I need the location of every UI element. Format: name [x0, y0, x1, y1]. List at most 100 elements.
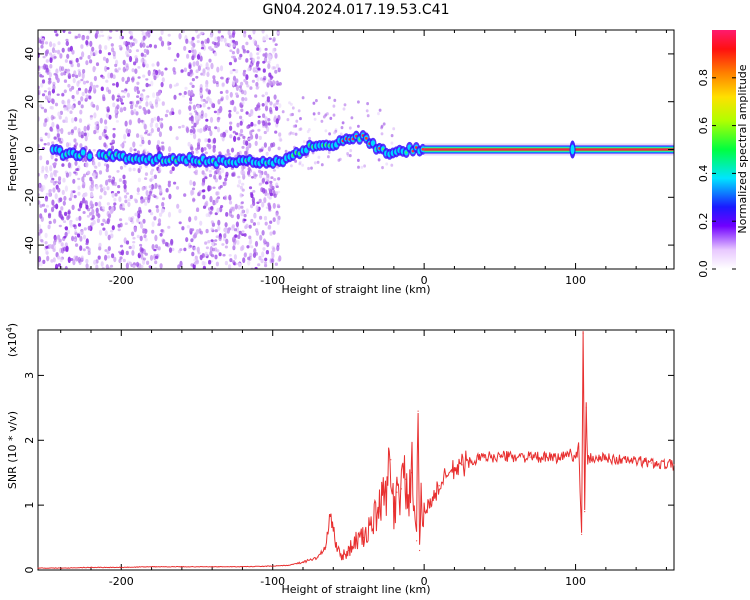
spectrogram-noise-cell: [247, 256, 251, 261]
spectrogram-noise-cell: [189, 92, 193, 97]
spectrogram-noise-cell: [69, 192, 74, 199]
spectrogram-noise-cell: [129, 42, 133, 48]
spectrogram-noise-cell: [236, 184, 240, 188]
snr-data-point: [60, 567, 62, 569]
spectrogram-noise-cell: [264, 257, 268, 262]
spectrogram-noise-cell: [214, 45, 218, 48]
spectrogram-noise-cell: [189, 129, 193, 133]
spectrogram-noise-cell: [107, 35, 111, 41]
spectrogram-noise-cell: [136, 192, 140, 195]
spectrogram-noise-cell: [83, 125, 87, 132]
spectrogram-noise-cell: [116, 190, 121, 194]
spectrogram-noise-cell: [195, 69, 199, 74]
spectrogram-noise-cell: [85, 242, 89, 246]
spectrogram-noise-cell: [377, 112, 380, 116]
spectrogram-noise-cell: [256, 201, 260, 205]
spectrogram-noise-cell: [184, 86, 188, 90]
snr-data-point: [120, 566, 122, 569]
spectrogram-ytick-label: 0: [23, 146, 36, 153]
spectrogram-noise-cell: [205, 62, 209, 69]
spectrogram-noise-cell: [107, 246, 111, 252]
spectrogram-noise-cell: [134, 104, 138, 108]
spectrogram-noise-cell: [91, 214, 95, 220]
spectrogram-noise-cell: [167, 33, 171, 37]
spectrogram-noise-cell: [187, 141, 191, 147]
spectrogram-noise-cell: [178, 209, 182, 214]
spectrogram-noise-cell: [113, 202, 117, 206]
spectrogram-noise-cell: [148, 190, 153, 195]
spectrogram-noise-cell: [232, 130, 236, 134]
spectrogram-noise-cell: [161, 238, 165, 243]
spectrogram-noise-cell: [53, 56, 57, 59]
spectrogram-noise-cell: [231, 206, 235, 212]
spectrogram-noise-cell: [60, 206, 64, 211]
spectrogram-noise-cell: [152, 194, 156, 198]
spectrogram-noise-cell: [297, 109, 301, 113]
snr-data-point: [420, 504, 422, 506]
spectrogram-noise-cell: [167, 211, 172, 218]
spectrogram-noise-cell: [210, 206, 214, 210]
spectrogram-noise-cell: [191, 36, 195, 41]
spectrogram-noise-cell: [129, 101, 133, 105]
spectrogram-noise-cell: [277, 67, 281, 73]
spectrogram-noise-cell: [247, 167, 251, 172]
spectrogram-noise-cell: [136, 90, 140, 95]
spectrogram-noise-cell: [126, 44, 130, 51]
spectrogram-noise-cell: [78, 71, 82, 77]
spectrogram-noise-cell: [312, 101, 316, 105]
spectrogram-noise-cell: [105, 57, 109, 64]
spectrogram-noise-cell: [235, 84, 239, 91]
spectrogram-noise-cell: [380, 124, 384, 128]
snr-data-point: [578, 446, 580, 448]
spectrogram-noise-cell: [275, 106, 279, 111]
spectrogram-noise-cell: [116, 95, 121, 98]
spectrogram-noise-cell: [79, 143, 83, 149]
spectrogram-noise-cell: [153, 186, 157, 189]
spectrogram-noise-cell: [220, 76, 225, 80]
spectrogram-noise-cell: [202, 265, 206, 269]
spectrogram-noise-cell: [234, 203, 238, 210]
spectrogram-noise-cell: [262, 68, 266, 73]
spectrogram-noise-cell: [133, 61, 137, 66]
spectrogram-noise-cell: [50, 98, 54, 104]
spectrogram-noise-cell: [122, 258, 126, 263]
spectrogram-noise-cell: [150, 105, 155, 109]
spectrogram-noise-cell: [68, 31, 72, 34]
spectrogram-noise-cell: [276, 245, 280, 252]
spectrogram-noise-cell: [245, 146, 249, 152]
spectrogram-noise-cell: [377, 158, 381, 162]
spectrogram-noise-cell: [237, 175, 241, 179]
spectrogram-noise-cell: [107, 234, 111, 241]
spectrogram-noise-cell: [201, 260, 205, 266]
spectrogram-noise-cell: [185, 237, 189, 243]
spectrogram-noise-cell: [188, 105, 192, 112]
spectrogram-noise-cell: [74, 232, 78, 236]
spectrogram-noise-cell: [159, 212, 163, 217]
spectrogram-noise-cell: [67, 209, 71, 215]
snr-data-point: [650, 462, 652, 464]
spectrogram-noise-cell: [181, 30, 185, 34]
spectrogram-noise-cell: [127, 198, 131, 202]
spectrogram-noise-cell: [113, 256, 117, 263]
spectrogram-noise-cell: [159, 36, 163, 42]
spectrogram-noise-cell: [264, 263, 268, 268]
spectrogram-ridge-peak: [381, 147, 385, 151]
spectrogram-noise-cell: [310, 166, 313, 170]
spectrogram-noise-cell: [272, 142, 276, 148]
spectrogram-noise-cell: [142, 198, 146, 203]
spectrogram-noise-cell: [39, 155, 43, 161]
spectrogram-noise-cell: [243, 90, 247, 96]
spectrogram-noise-cell: [57, 263, 62, 267]
spectrogram-noise-cell: [328, 132, 331, 136]
spectrogram-noise-cell: [165, 109, 169, 114]
spectrogram-noise-cell: [93, 75, 97, 82]
spectrogram-noise-cell: [289, 131, 293, 135]
spectrogram-noise-cell: [107, 52, 111, 56]
spectrogram-noise-cell: [278, 255, 282, 262]
spectrogram-noise-cell: [263, 75, 267, 81]
spectrogram-noise-cell: [243, 213, 247, 218]
spectrogram-noise-cell: [390, 141, 394, 145]
spectrogram-noise-cell: [140, 223, 144, 229]
spectrogram-noise-cell: [193, 258, 197, 262]
spectrogram-noise-cell: [137, 76, 141, 79]
